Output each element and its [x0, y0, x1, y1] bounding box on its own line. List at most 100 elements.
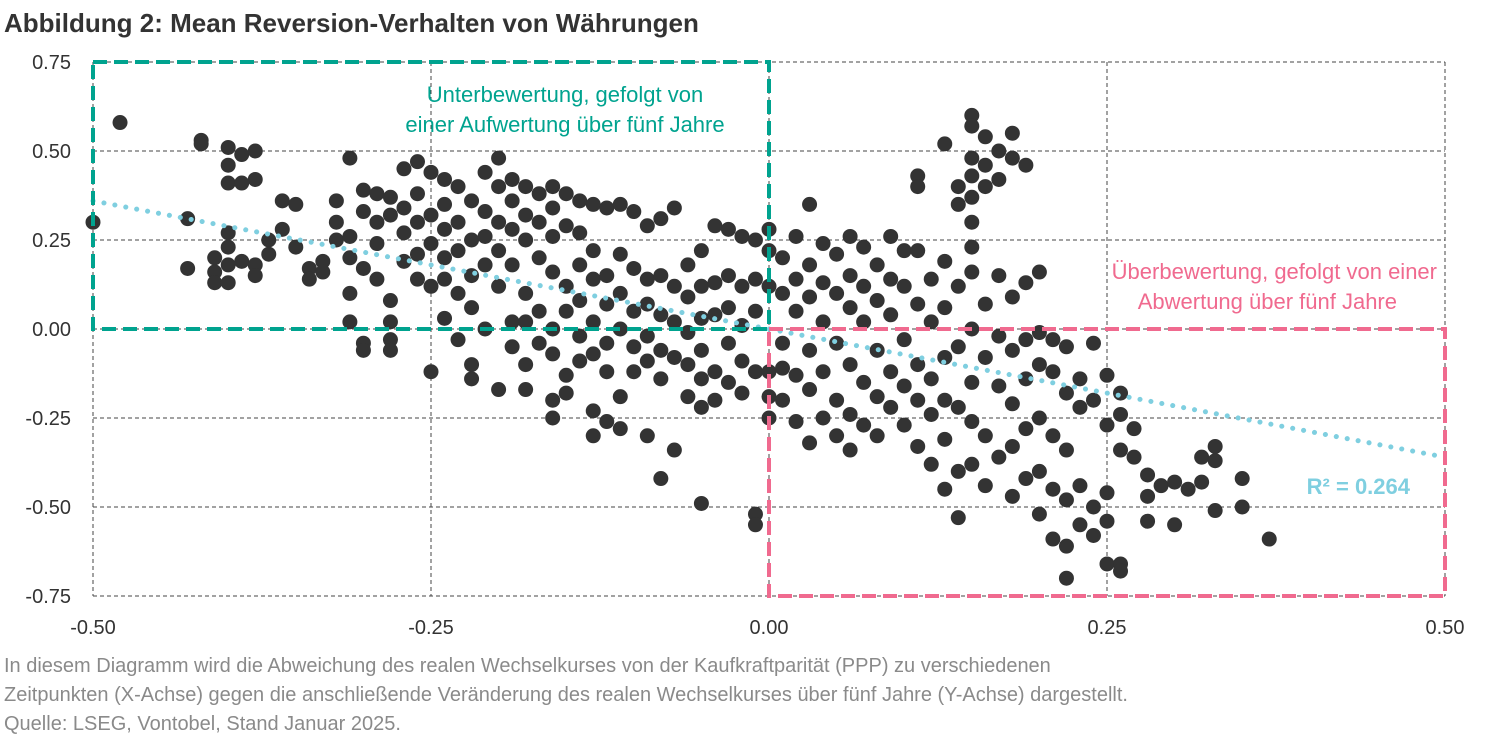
data-point [950, 399, 966, 415]
data-point [977, 296, 993, 312]
data-point [626, 260, 642, 276]
data-point [815, 410, 831, 426]
data-point [964, 456, 980, 472]
data-point [464, 357, 480, 373]
data-point [518, 382, 534, 398]
data-point [599, 364, 615, 380]
y-tick-label: 0.00 [32, 319, 71, 341]
data-point [1099, 513, 1115, 529]
data-point [477, 164, 493, 180]
data-point [207, 275, 223, 291]
data-point [680, 257, 696, 273]
data-point [437, 310, 453, 326]
data-point [1072, 478, 1088, 494]
data-point [964, 214, 980, 230]
data-point [734, 353, 750, 369]
data-point [842, 268, 858, 284]
data-point [423, 164, 439, 180]
data-point [612, 421, 628, 437]
data-point [545, 392, 561, 408]
data-point [829, 392, 845, 408]
data-point [815, 275, 831, 291]
data-point [964, 414, 980, 430]
data-point [437, 196, 453, 212]
data-point [1004, 125, 1020, 141]
x-tick-label: 0.25 [1088, 617, 1127, 639]
data-point [775, 335, 791, 351]
data-point [977, 179, 993, 195]
chart-title: Abbildung 2: Mean Reversion-Verhalten vo… [4, 8, 699, 38]
data-point [437, 171, 453, 187]
data-point [788, 367, 804, 383]
data-point [761, 278, 777, 294]
data-point [112, 115, 128, 131]
data-point [1261, 531, 1277, 547]
data-point [437, 250, 453, 266]
data-point [409, 214, 425, 230]
data-point [477, 257, 493, 273]
data-point [207, 250, 223, 266]
data-point [409, 271, 425, 287]
data-point [477, 228, 493, 244]
data-point [910, 357, 926, 373]
x-axis-ticks: -0.50 -0.25 0.00 0.25 0.50 [70, 617, 1464, 639]
data-point [896, 378, 912, 394]
data-point [504, 314, 520, 330]
data-point [842, 228, 858, 244]
data-point [1058, 339, 1074, 355]
data-point [991, 328, 1007, 344]
data-point [1058, 442, 1074, 458]
data-point [910, 243, 926, 259]
data-point [572, 225, 588, 241]
data-point [599, 335, 615, 351]
data-point [788, 271, 804, 287]
data-point [991, 378, 1007, 394]
data-point [355, 204, 371, 220]
data-point [1018, 471, 1034, 487]
data-point [369, 271, 385, 287]
data-point [964, 374, 980, 390]
data-point [707, 275, 723, 291]
data-point [653, 307, 669, 323]
data-point [964, 107, 980, 123]
data-point [207, 264, 223, 280]
data-point [1045, 332, 1061, 348]
data-point [693, 278, 709, 294]
data-point [409, 154, 425, 170]
data-point [464, 300, 480, 316]
data-point [815, 314, 831, 330]
data-point [977, 349, 993, 365]
data-point [599, 268, 615, 284]
data-point [274, 221, 290, 237]
data-point [829, 285, 845, 301]
data-point [950, 196, 966, 212]
data-point [896, 417, 912, 433]
data-point [693, 495, 709, 511]
data-points [85, 107, 1277, 586]
data-point [423, 364, 439, 380]
data-point [923, 271, 939, 287]
data-point [626, 204, 642, 220]
r-squared-label: R² = 0.264 [1307, 474, 1411, 499]
data-point [558, 218, 574, 234]
data-point [558, 186, 574, 202]
data-point [328, 232, 344, 248]
data-point [775, 360, 791, 376]
data-point [1167, 474, 1183, 490]
data-point [802, 196, 818, 212]
data-point [734, 385, 750, 401]
data-point [234, 147, 250, 163]
data-point [355, 342, 371, 358]
data-point [950, 463, 966, 479]
data-point [775, 285, 791, 301]
data-point [220, 175, 236, 191]
data-point [491, 150, 507, 166]
data-point [288, 196, 304, 212]
data-point [815, 236, 831, 252]
data-point [1058, 492, 1074, 508]
data-point [1004, 396, 1020, 412]
data-point [1207, 453, 1223, 469]
data-point [464, 232, 480, 248]
data-point [937, 349, 953, 365]
